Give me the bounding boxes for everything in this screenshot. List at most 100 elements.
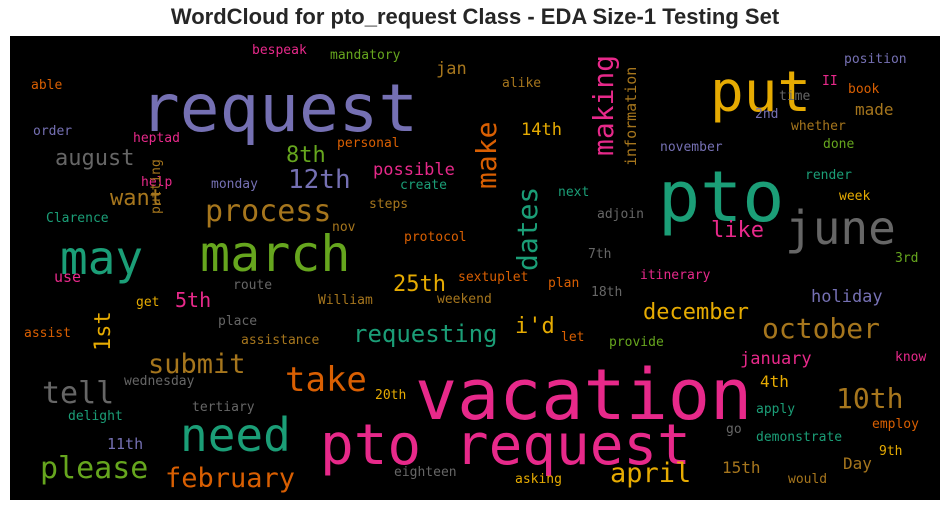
word-clarence: Clarence — [46, 211, 109, 226]
word-steps: steps — [369, 197, 408, 212]
word-whether: whether — [791, 119, 846, 134]
word-like: like — [711, 218, 764, 243]
word-render: render — [805, 168, 852, 183]
word-november: november — [660, 140, 723, 155]
word-assistance: assistance — [241, 333, 319, 348]
word-1st: 1st — [91, 311, 116, 351]
word-done: done — [823, 137, 854, 152]
word-april: april — [610, 458, 691, 489]
word-day: Day — [843, 454, 872, 473]
word-14th: 14th — [521, 120, 562, 140]
word-february: february — [165, 463, 295, 494]
word-know: know — [895, 350, 926, 365]
word-3rd: 3rd — [895, 251, 918, 266]
word-jan: jan — [436, 59, 467, 79]
word-book: book — [848, 82, 879, 97]
word-june: june — [785, 201, 896, 255]
word-wednesday: wednesday — [124, 374, 195, 389]
word-dates: dates — [511, 187, 544, 271]
word-time: time — [779, 89, 810, 104]
word-demonstrate: demonstrate — [756, 430, 842, 445]
word-create: create — [400, 178, 447, 193]
word-position: position — [844, 52, 907, 67]
word-personal: personal — [337, 136, 400, 151]
word-order: order — [33, 124, 72, 139]
word-ii: II — [822, 74, 838, 89]
word-4th: 4th — [760, 372, 789, 391]
word-august: august — [55, 146, 134, 171]
word-tell: tell — [42, 376, 114, 411]
word-pto: pto — [658, 156, 784, 238]
chart-title: WordCloud for pto_request Class - EDA Si… — [170, 4, 780, 29]
word-may: may — [60, 231, 143, 285]
word-11th: 11th — [107, 435, 143, 453]
word-protocol: protocol — [404, 230, 467, 245]
word-information: information — [622, 67, 640, 166]
word-weekend: weekend — [437, 292, 492, 307]
word-request: request — [140, 70, 418, 147]
word-next: next — [558, 185, 589, 200]
word-alike: alike — [502, 76, 541, 91]
word-pto-request: pto request — [320, 413, 691, 478]
word-putting: putting — [149, 159, 164, 214]
word-put: put — [710, 60, 811, 125]
word-20th: 20th — [375, 388, 406, 403]
word-plan: plan — [548, 276, 579, 291]
word-cloud: request put pto vacation pto request march may… — [10, 36, 940, 500]
word-provide: provide — [609, 335, 664, 350]
word-process: process — [205, 194, 331, 229]
word-8th: 8th — [286, 143, 326, 168]
word-making: making — [587, 55, 620, 156]
word-please: please — [40, 451, 148, 486]
word-made: made — [855, 100, 894, 119]
word-10th: 10th — [836, 382, 903, 415]
word-march: march — [200, 225, 351, 283]
word-able: able — [31, 78, 62, 93]
word-eighteen: eighteen — [394, 465, 457, 480]
word-2nd: 2nd — [755, 107, 778, 122]
word-week: week — [839, 189, 870, 204]
word-get: get — [136, 295, 159, 310]
word-mandatory: mandatory — [330, 48, 401, 63]
word-go: go — [726, 422, 742, 437]
word-december: december — [643, 300, 749, 325]
word-requesting: requesting — [353, 320, 498, 348]
word-possible: possible — [373, 160, 455, 180]
word-assist: assist — [24, 326, 71, 341]
word-would: would — [788, 472, 827, 487]
word-itinerary: itinerary — [640, 268, 711, 283]
word-submit: submit — [148, 349, 246, 380]
word-let: let — [561, 330, 584, 345]
word-place: place — [218, 314, 257, 329]
word-apply: apply — [756, 402, 795, 417]
word-sextuplet: sextuplet — [458, 270, 528, 285]
word-employ: employ — [872, 417, 919, 432]
word-adjoin: adjoin — [597, 207, 644, 222]
word-william: William — [318, 293, 373, 308]
word-holiday: holiday — [811, 287, 883, 307]
word-october: october — [762, 312, 880, 345]
word-nov: nov — [332, 220, 356, 235]
word-15th: 15th — [722, 458, 761, 477]
word-asking: asking — [515, 472, 562, 487]
word-help: help — [141, 175, 172, 190]
word-i-d: i'd — [515, 314, 555, 339]
word-9th: 9th — [879, 444, 902, 459]
word-want: want — [110, 186, 163, 211]
word-5th: 5th — [175, 288, 211, 312]
word-vacation: vacation — [415, 354, 752, 436]
word-january: january — [740, 349, 812, 369]
word-make: make — [470, 122, 503, 189]
word-25th: 25th — [393, 272, 446, 297]
word-monday: monday — [211, 177, 258, 192]
word-7th: 7th — [588, 247, 611, 262]
word-use: use — [54, 268, 81, 286]
word-route: route — [233, 278, 272, 293]
word-heptad: heptad — [133, 131, 180, 146]
word-bespeak: bespeak — [252, 43, 307, 58]
word-need: need — [180, 408, 291, 462]
word-18th: 18th — [591, 285, 622, 300]
word-delight: delight — [68, 409, 123, 424]
word-12th: 12th — [288, 165, 351, 195]
